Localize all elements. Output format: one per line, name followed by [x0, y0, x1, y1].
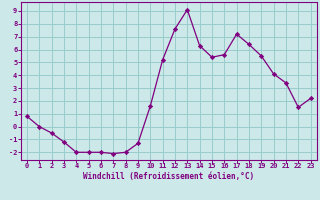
X-axis label: Windchill (Refroidissement éolien,°C): Windchill (Refroidissement éolien,°C): [83, 172, 254, 181]
